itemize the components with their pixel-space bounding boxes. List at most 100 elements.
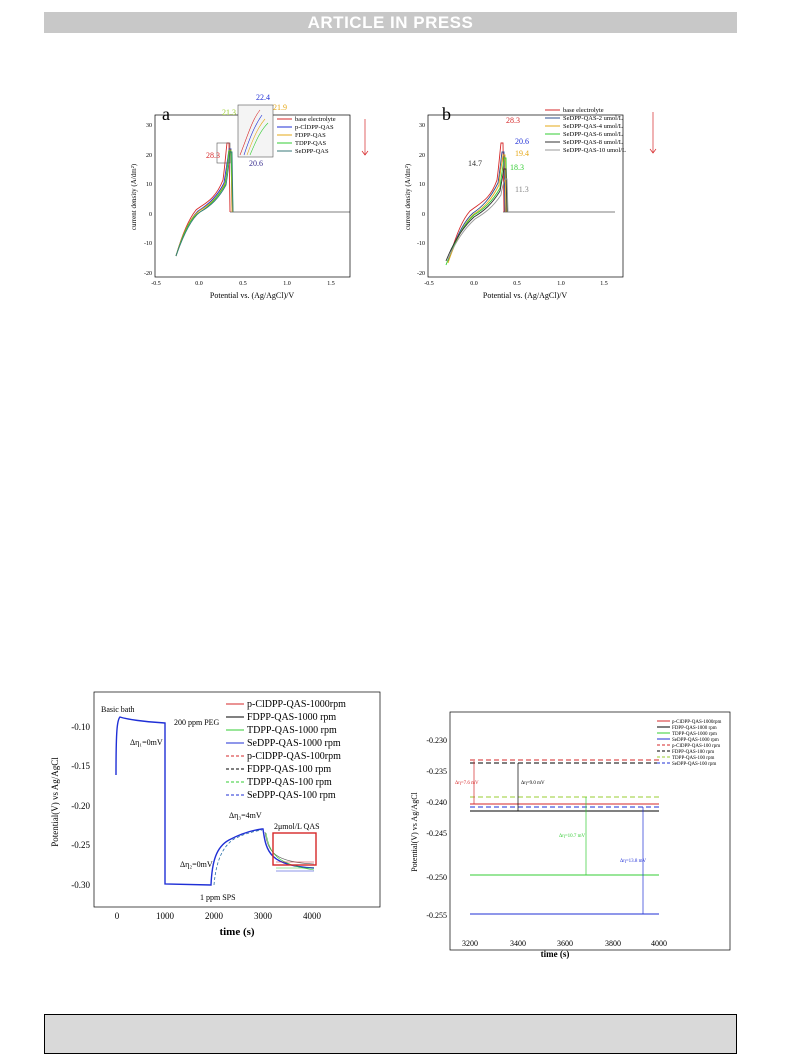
x-tick: 4000: [303, 911, 322, 921]
curve-4: [447, 154, 507, 264]
x-tick: 1.5: [327, 281, 335, 287]
legend-item: SeDPP-QAS-100 rpm: [672, 762, 716, 767]
legend: base electrolyte SeDPP-QAS-2 umol/L SeDP…: [545, 107, 626, 154]
legend-item: TDPP-QAS-1000 rpm: [247, 725, 337, 736]
legend-item: FDPP-QAS-100 rpm: [672, 750, 714, 755]
legend-item: TDPP-QAS-100 rpm: [247, 777, 332, 788]
annotation: 14.7: [468, 159, 482, 168]
annotation: Δη=7.6 mV: [455, 781, 479, 786]
y-axis-label: Potential(V) vs Ag/AgCl: [50, 757, 60, 847]
legend-item: p-ClDPP-QAS-1000rpm: [672, 720, 722, 725]
y-tick: -20: [144, 271, 152, 277]
legend-item: SeDPP-QAS-1000 rpm: [247, 738, 341, 749]
panel-label: a: [162, 104, 170, 124]
x-axis-label: time (s): [541, 949, 570, 959]
curve-pcl: [175, 148, 233, 257]
annotation: Δη₁=0mV: [130, 738, 163, 747]
annotation: 19.4: [515, 149, 529, 158]
y-tick: -0.245: [426, 829, 447, 838]
annotation: 28.3: [506, 116, 520, 125]
legend-item: SeDPP-QAS-4 umol/L: [563, 123, 623, 130]
y-tick: 10: [419, 182, 425, 188]
panel-a-cv-chart: a 30 20 10 0 -10 -20 -0.5 0.0 0.5 1.0 1.…: [130, 93, 369, 300]
x-tick: -0.5: [151, 281, 161, 287]
panel-label: b: [442, 104, 451, 124]
legend-item: base electrolyte: [563, 107, 604, 114]
y-tick: 0: [149, 212, 152, 218]
y-axis-label: current density (A/dm²): [130, 163, 138, 230]
panel-d-zoomed-potential-chart: -0.230 -0.235 -0.240 -0.245 -0.250 -0.25…: [410, 711, 731, 959]
potential-trace: [115, 716, 315, 886]
x-tick: 1.0: [557, 281, 565, 287]
legend: p-ClDPP-QAS-1000rpm FDPP-QAS-1000 rpm TD…: [226, 699, 346, 801]
curve-8: [445, 168, 508, 262]
y-tick: -0.230: [426, 736, 447, 745]
annotation: Basic bath: [101, 705, 135, 714]
y-axis-label: current density (A/dm²): [404, 163, 412, 230]
y-tick: 20: [419, 153, 425, 159]
y-tick: -0.25: [71, 840, 90, 850]
x-tick: 1000: [156, 911, 175, 921]
x-tick: 2000: [205, 911, 224, 921]
curve-fdpp: [175, 149, 233, 257]
annotation: Δη=9.0 mV: [521, 781, 545, 786]
y-tick: -0.250: [426, 873, 447, 882]
x-axis-label: Potential vs. (Ag/AgCl)/V: [210, 291, 294, 300]
y-tick: -0.15: [71, 761, 90, 771]
x-tick-labels: 3200 3400 3600 3800 4000: [462, 939, 667, 948]
arrow-down-icon: [649, 112, 657, 154]
y-tick: -0.235: [426, 767, 447, 776]
annotation: Δη=10.7 mV: [559, 834, 586, 839]
x-tick: 3600: [557, 939, 573, 948]
y-tick: -20: [417, 271, 425, 277]
curve-base: [175, 142, 231, 257]
y-tick: 30: [419, 123, 425, 129]
y-tick: -0.20: [71, 801, 90, 811]
plot-frame: [449, 711, 731, 951]
legend-item: FDPP-QAS: [295, 132, 326, 139]
x-tick: 0: [115, 911, 120, 921]
annotation: 20.6: [249, 159, 263, 168]
y-tick-labels: -0.230 -0.235 -0.240 -0.245 -0.250 -0.25…: [426, 736, 447, 920]
zoom-box: [216, 142, 231, 164]
y-tick: 0: [422, 212, 425, 218]
legend-item: SeDPP-QAS-10 umol/L: [563, 147, 626, 154]
y-tick-labels: 30 20 10 0 -10 -20: [144, 123, 152, 277]
x-tick: 0.0: [470, 281, 478, 287]
x-tick: 4000: [651, 939, 667, 948]
legend-item: p-ClDPP-QAS-100 rpm: [672, 744, 720, 749]
footer-citation-box: [44, 1014, 737, 1054]
y-axis-label: Potential(V) vs Ag/AgCl: [410, 791, 419, 871]
annotation: 2μmol/L QAS: [274, 822, 320, 831]
legend-item: TDPP-QAS-1000 rpm: [672, 732, 717, 737]
y-tick: 20: [146, 153, 152, 159]
curve-sedpp: [175, 151, 234, 257]
series-lines: [470, 759, 659, 915]
x-tick: 3200: [462, 939, 478, 948]
legend-item: p-ClDPP-QAS: [295, 124, 334, 131]
x-tick-labels: -0.5 0.0 0.5 1.0 1.5: [151, 281, 335, 287]
annotation: 22.4: [256, 93, 270, 102]
plot-frame: [93, 691, 381, 908]
panel-c-chronopotentiometry-chart: -0.10 -0.15 -0.20 -0.25 -0.30 0 1000 200…: [50, 691, 381, 938]
legend-item: base electrolyte: [295, 116, 336, 123]
x-tick: 3400: [510, 939, 526, 948]
inset-frame: [237, 104, 274, 158]
annotation: Δη₃=4mV: [229, 811, 262, 820]
legend-item: TDPP-QAS: [295, 140, 326, 147]
y-tick: -0.30: [71, 880, 90, 890]
legend-item: FDPP-QAS-1000 rpm: [672, 726, 717, 731]
x-tick: 0.0: [195, 281, 203, 287]
delta-arrows: [473, 761, 644, 914]
x-tick: -0.5: [424, 281, 434, 287]
annotation: 28.3: [206, 151, 220, 160]
x-tick: 1.5: [600, 281, 608, 287]
x-axis-label: Potential vs. (Ag/AgCl)/V: [483, 291, 567, 300]
legend: base electrolyte p-ClDPP-QAS FDPP-QAS TD…: [277, 116, 336, 155]
x-tick-labels: -0.5 0.0 0.5 1.0 1.5: [424, 281, 608, 287]
legend-item: FDPP-QAS-100 rpm: [247, 764, 331, 775]
x-tick: 3800: [605, 939, 621, 948]
curve-tdpp: [175, 150, 234, 257]
annotation: Δη=13.8 mV: [620, 859, 647, 864]
y-tick: -0.10: [71, 722, 90, 732]
